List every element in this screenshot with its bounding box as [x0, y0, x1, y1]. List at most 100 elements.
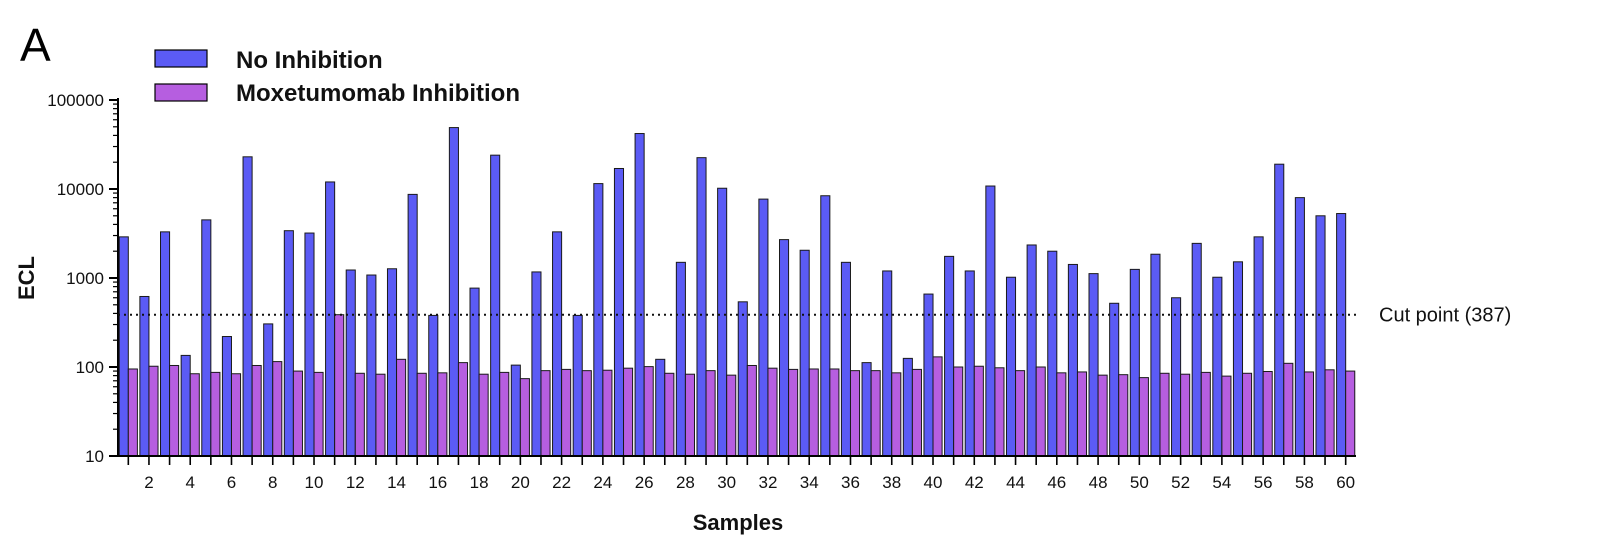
bar-no-inhibition — [1336, 213, 1347, 457]
x-tick-label: 50 — [1130, 473, 1149, 492]
bars — [118, 127, 1356, 457]
bar-no-inhibition — [325, 181, 336, 457]
x-tick-label: 38 — [882, 473, 901, 492]
bar-no-inhibition — [1171, 297, 1182, 457]
bar-no-inhibition — [1212, 276, 1223, 457]
bar-no-inhibition — [1067, 263, 1078, 457]
legend-label-moxetumomab-inhibition: Moxetumomab Inhibition — [236, 80, 520, 107]
bar-moxetumomab-inhibition — [911, 368, 922, 457]
bar-moxetumomab-inhibition — [726, 374, 737, 457]
bar-moxetumomab-inhibition — [973, 365, 984, 457]
bar-moxetumomab-inhibition — [1035, 366, 1046, 457]
bar-moxetumomab-inhibition — [1180, 373, 1191, 457]
bar-moxetumomab-inhibition — [396, 358, 407, 457]
bar-no-inhibition — [448, 127, 459, 457]
bar-no-inhibition — [613, 167, 625, 457]
bar-no-inhibition — [944, 255, 955, 457]
bar-moxetumomab-inhibition — [272, 361, 283, 457]
x-tick-label: 36 — [841, 473, 860, 492]
bar-moxetumomab-inhibition — [643, 366, 654, 457]
bar-moxetumomab-inhibition — [1097, 374, 1108, 457]
legend: No Inhibition Moxetumomab Inhibition — [154, 47, 520, 107]
bar-no-inhibition — [964, 270, 975, 457]
bar-moxetumomab-inhibition — [416, 372, 427, 457]
x-tick-label: 8 — [268, 473, 277, 492]
bar-moxetumomab-inhibition — [1221, 375, 1232, 457]
bar-no-inhibition — [1294, 197, 1305, 457]
bar-moxetumomab-inhibition — [746, 364, 757, 457]
bar-moxetumomab-inhibition — [664, 372, 675, 457]
x-axis: 2 4 6 8 10 12 14 16 18 20 22 24 26 28 30 32 34 36 38 40 42 44… — [118, 455, 1356, 492]
bar-no-inhibition — [283, 230, 294, 457]
bar-moxetumomab-inhibition — [540, 370, 551, 457]
bar-moxetumomab-inhibition — [1138, 377, 1149, 457]
bar-no-inhibition — [1129, 268, 1140, 457]
bar-no-inhibition — [428, 314, 439, 457]
bar-moxetumomab-inhibition — [870, 370, 881, 457]
bar-moxetumomab-inhibition — [705, 370, 716, 457]
bar-moxetumomab-inhibition — [478, 373, 489, 457]
y-axis-title: ECL — [14, 256, 39, 300]
x-tick-label: 44 — [1006, 473, 1025, 492]
x-tick-label: 30 — [717, 473, 736, 492]
x-tick-label: 6 — [227, 473, 236, 492]
bar-moxetumomab-inhibition — [148, 365, 159, 457]
x-tick-label: 58 — [1295, 473, 1314, 492]
bar-no-inhibition — [923, 293, 934, 457]
bar-moxetumomab-inhibition — [1324, 369, 1335, 457]
y-tick-label: 10000 — [57, 180, 104, 199]
x-tick-label: 46 — [1047, 473, 1066, 492]
bar-moxetumomab-inhibition — [1159, 372, 1170, 457]
bar-no-inhibition — [490, 154, 501, 457]
bar-no-inhibition — [1109, 302, 1120, 457]
cut-point-label: Cut point (387) — [1379, 305, 1511, 327]
bar-no-inhibition — [799, 249, 810, 457]
x-tick-label: 48 — [1089, 473, 1108, 492]
bar-no-inhibition — [820, 195, 831, 457]
x-tick-label: 40 — [924, 473, 943, 492]
bar-no-inhibition — [655, 358, 666, 457]
panel-letter: A — [20, 19, 51, 71]
cut-point-group: Cut point (387) — [118, 305, 1511, 327]
bar-no-inhibition — [737, 301, 748, 457]
bar-no-inhibition — [180, 354, 191, 457]
bar-moxetumomab-inhibition — [623, 367, 634, 457]
bar-no-inhibition — [861, 362, 872, 457]
bar-moxetumomab-inhibition — [1015, 370, 1026, 457]
bar-moxetumomab-inhibition — [581, 370, 592, 457]
bar-moxetumomab-inhibition — [994, 367, 1005, 457]
bar-no-inhibition — [345, 269, 356, 457]
bar-no-inhibition — [593, 183, 604, 457]
bar-no-inhibition — [985, 185, 996, 457]
bar-no-inhibition — [263, 323, 274, 457]
x-tick-label: 18 — [470, 473, 489, 492]
bar-no-inhibition — [386, 268, 398, 457]
x-tick-label: 60 — [1336, 473, 1355, 492]
bar-no-inhibition — [1088, 273, 1099, 457]
bar-no-inhibition — [779, 239, 790, 457]
legend-label-no-inhibition: No Inhibition — [236, 47, 383, 74]
bar-moxetumomab-inhibition — [891, 372, 902, 457]
x-tick-label: 26 — [635, 473, 654, 492]
bar-moxetumomab-inhibition — [1118, 374, 1129, 457]
y-tick-label: 100 — [76, 358, 104, 377]
bar-no-inhibition — [139, 295, 150, 457]
bar-no-inhibition — [882, 270, 893, 457]
bar-no-inhibition — [160, 231, 171, 457]
bar-moxetumomab-inhibition — [1076, 371, 1088, 457]
x-tick-label: 4 — [185, 473, 194, 492]
bar-no-inhibition — [242, 156, 253, 457]
bar-no-inhibition — [304, 232, 315, 457]
bar-no-inhibition — [1315, 215, 1326, 457]
bar-no-inhibition — [675, 261, 686, 457]
bar-moxetumomab-inhibition — [767, 367, 778, 457]
bar-moxetumomab-inhibition — [334, 314, 345, 457]
x-tick-label: 22 — [552, 473, 571, 492]
bar-no-inhibition — [366, 274, 377, 457]
bar-moxetumomab-inhibition — [829, 368, 840, 457]
bar-no-inhibition — [758, 198, 769, 457]
bar-moxetumomab-inhibition — [932, 356, 943, 457]
legend-swatch-no-inhibition — [154, 49, 208, 68]
bar-no-inhibition — [572, 314, 583, 457]
